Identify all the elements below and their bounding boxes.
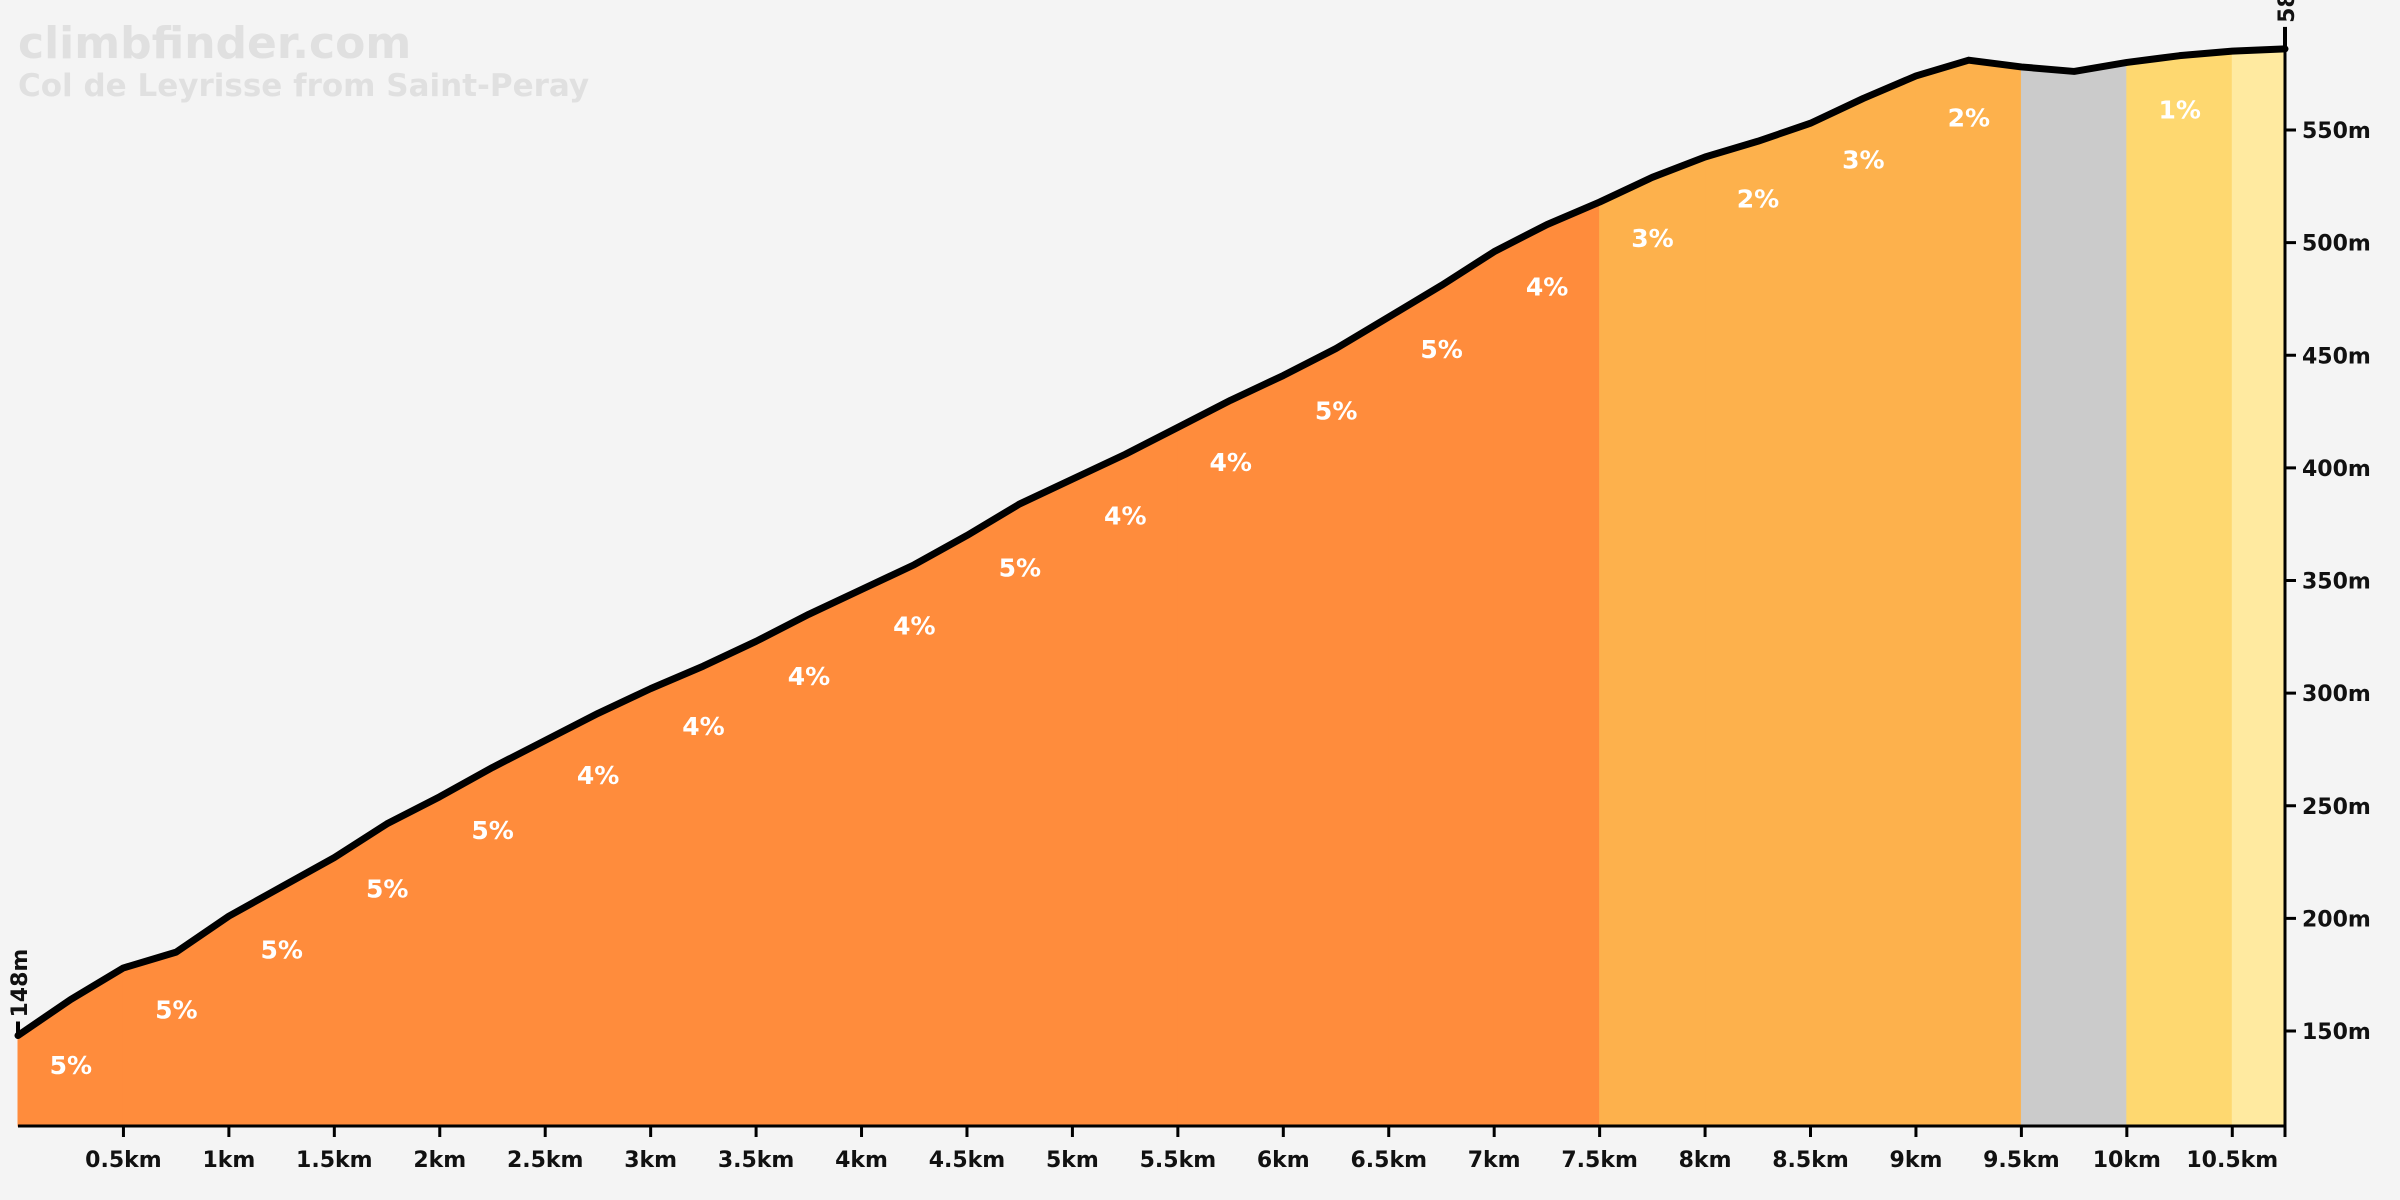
gradient-segment-12 [1177,374,1284,1127]
gradient-segments [17,48,2286,1127]
gradient-label: 5% [999,554,1041,583]
gradient-segment-20 [2020,61,2128,1127]
x-tick-label: 2km [413,1148,466,1173]
x-tick-label: 7km [1468,1148,1521,1173]
gradient-labels: 5% 5% 5% 5% 5% 4% 4% 4% 4% 5% 4% 4% 5% 5% 4% 3% 2% 3% 2% 1% [50,95,2201,1080]
site-brand: climbfinder.com [18,18,411,69]
elevation-profile [14,45,2289,1040]
x-tick-label: 5km [1046,1148,1099,1173]
x-tick-label: 6.5km [1350,1148,1427,1173]
x-tick-label: 10km [2093,1148,2161,1173]
gradient-segment-11 [1071,426,1179,1127]
chart-axes: 0.5km 1km 1.5km 2km 2.5km 3km 3.5km 4km 4.5km 5km… [8,0,2371,1173]
gradient-label: 2% [1948,103,1990,132]
gradient-label: 5% [50,1051,92,1080]
x-tick-label: 8.5km [1772,1148,1849,1173]
gradient-label: 4% [788,662,830,691]
gradient-segment-16 [1599,156,1706,1127]
gradient-label: 4% [893,612,935,641]
y-tick-label: 550m [2302,119,2371,144]
x-tick-label: 7.5km [1561,1148,1638,1173]
gradient-segment-19 [1915,59,2022,1127]
gradient-segment-14 [1388,250,1495,1127]
gradient-segment-22 [2231,48,2286,1127]
x-tick-label: 4.5km [929,1148,1006,1173]
gradient-label: 4% [1526,272,1568,301]
gradient-label: 5% [1315,396,1357,425]
y-tick-label: 400m [2302,457,2371,482]
end-elevation-label: 586m [2275,0,2300,23]
y-tick-label: 300m [2302,682,2371,707]
gradient-label: 4% [1209,448,1251,477]
x-tick-label: 4km [835,1148,888,1173]
x-tick-label: 2.5km [507,1148,584,1173]
x-tick-label: 1.5km [296,1148,373,1173]
x-tick-label: 1km [202,1148,255,1173]
gradient-label: 5% [471,816,513,845]
gradient-segment-21 [2126,50,2233,1127]
gradient-label: 4% [577,761,619,790]
y-tick-label: 350m [2302,570,2371,595]
gradient-label: 3% [1631,224,1673,253]
y-tick-label: 200m [2302,907,2371,932]
gradient-segment-15 [1493,201,1601,1127]
gradient-segment-13 [1282,316,1390,1127]
x-tick-label: 0.5km [85,1148,162,1173]
gradient-label: 4% [682,712,724,741]
gradient-segment-6 [544,687,652,1127]
gradient-label: 5% [155,995,197,1024]
y-tick-label: 450m [2302,344,2371,369]
x-tick-label: 6km [1257,1148,1310,1173]
gradient-label: 1% [2158,95,2200,124]
x-tick-label: 5.5km [1140,1148,1217,1173]
gradient-label: 5% [261,936,303,965]
elevation-line [14,45,2289,1040]
x-tick-label: 8km [1679,1148,1732,1173]
gradient-label: 2% [1737,185,1779,214]
x-tick-label: 3.5km [718,1148,795,1173]
x-tick-label: 9km [1890,1148,1943,1173]
gradient-segment-17 [1704,122,1812,1127]
gradient-segment-18 [1810,75,1917,1127]
start-elevation-label: 148m [8,949,33,1018]
x-tick-label: 10.5km [2186,1148,2278,1173]
gradient-label: 3% [1842,145,1884,174]
chart-title: Col de Leyrisse from Saint-Peray [18,68,589,104]
gradient-label: 5% [366,874,408,903]
gradient-label: 5% [1420,335,1462,364]
x-tick-label: 3km [624,1148,677,1173]
gradient-label: 4% [1104,501,1146,530]
y-tick-label: 500m [2302,232,2371,257]
x-tick-label: 9.5km [1983,1148,2060,1173]
y-tick-label: 250m [2302,795,2371,820]
gradient-segment-5 [439,739,546,1127]
y-tick-label: 150m [2302,1020,2371,1045]
